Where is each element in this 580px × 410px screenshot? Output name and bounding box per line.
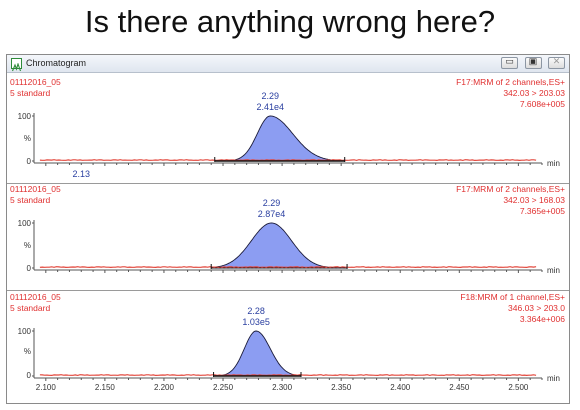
peak-area-label: 2.41e4 <box>257 102 285 112</box>
transition-label: 342.03 > 168.03 <box>503 195 565 205</box>
sample-description: 5 standard <box>10 195 50 205</box>
sample-description: 5 standard <box>10 88 50 98</box>
y-tick-100: 100 <box>18 219 32 228</box>
x-tick-label: 2.150 <box>95 383 116 392</box>
peak-area-label: 2.87e4 <box>258 209 286 219</box>
trace-plot: 01112016_05 5 standard F18:MRM of 1 chan… <box>10 292 565 392</box>
chromatogram-window: Chromatogram ▭ ▣ ✕ 01112016_05 5 standar… <box>6 54 570 404</box>
sample-name: 01112016_05 <box>10 184 61 194</box>
minimize-icon: ▭ <box>505 56 514 66</box>
peak-area <box>210 222 348 269</box>
peak-rt-label: 2.29 <box>263 198 281 208</box>
slide-title: Is there anything wrong here? <box>84 4 496 39</box>
x-tick-label: 2.100 <box>36 383 57 392</box>
x-unit-label: min <box>547 159 560 168</box>
restore-button[interactable]: ▣ <box>524 56 542 69</box>
y-tick-100: 100 <box>18 327 32 336</box>
function-label: F18:MRM of 1 channel,ES+ <box>460 292 565 302</box>
x-tick-label: 2.250 <box>213 383 234 392</box>
restore-icon: ▣ <box>528 56 538 66</box>
x-unit-label: min <box>547 374 560 383</box>
trace-plot: 01112016_05 5 standard F17:MRM of 2 chan… <box>10 77 565 179</box>
peak-rt-label: 2.28 <box>247 306 265 316</box>
x-tick-label: 2.500 <box>508 383 529 392</box>
sample-name: 01112016_05 <box>10 292 61 302</box>
max-intensity-label: 3.364e+006 <box>520 314 565 324</box>
function-label: F17:MRM of 2 channels,ES+ <box>456 184 565 194</box>
x-tick-label: 2.350 <box>331 383 352 392</box>
y-tick-0: 0 <box>27 371 32 380</box>
panel-divider <box>7 290 569 291</box>
y-tick-percent: % <box>24 241 31 250</box>
peak-area <box>214 115 346 162</box>
transition-label: 346.03 > 203.0 <box>508 303 565 313</box>
peak-area <box>213 330 302 377</box>
y-tick-0: 0 <box>27 157 32 166</box>
x-tick-label: 2.200 <box>154 383 175 392</box>
baseline-trace <box>39 266 537 269</box>
sample-description: 5 standard <box>10 303 50 313</box>
max-intensity-label: 7.365e+005 <box>520 206 565 216</box>
trace-panel[interactable]: 01112016_05 5 standard F17:MRM of 2 chan… <box>7 183 569 290</box>
baseline-trace <box>39 159 537 162</box>
y-tick-percent: % <box>24 134 31 143</box>
minor-peak-rt-label: 2.13 <box>72 169 90 179</box>
trace-panel[interactable]: 01112016_05 5 standard F17:MRM of 2 chan… <box>7 75 569 183</box>
x-tick-label: 2.450 <box>449 383 470 392</box>
function-label: F17:MRM of 2 channels,ES+ <box>456 77 565 87</box>
transition-label: 342.03 > 203.03 <box>503 88 565 98</box>
x-tick-label: 2.300 <box>272 383 293 392</box>
close-icon: ✕ <box>552 56 561 66</box>
window-titlebar[interactable]: Chromatogram ▭ ▣ ✕ <box>7 55 569 73</box>
trace-plot: 01112016_05 5 standard F17:MRM of 2 chan… <box>10 184 565 275</box>
y-tick-percent: % <box>24 347 31 356</box>
sample-name: 01112016_05 <box>10 77 61 87</box>
chromatogram-icon <box>11 58 22 72</box>
x-unit-label: min <box>547 266 560 275</box>
panel-divider <box>7 183 569 184</box>
x-tick-label: 2.400 <box>390 383 411 392</box>
close-button[interactable]: ✕ <box>548 56 565 69</box>
max-intensity-label: 7.608e+005 <box>520 99 565 109</box>
trace-panel[interactable]: 01112016_05 5 standard F18:MRM of 1 chan… <box>7 290 569 403</box>
peak-rt-label: 2.29 <box>262 91 280 101</box>
window-title: Chromatogram <box>26 58 87 68</box>
minimize-button[interactable]: ▭ <box>501 56 519 69</box>
peak-area-label: 1.03e5 <box>242 317 270 327</box>
y-tick-0: 0 <box>27 264 32 273</box>
y-tick-100: 100 <box>18 112 32 121</box>
